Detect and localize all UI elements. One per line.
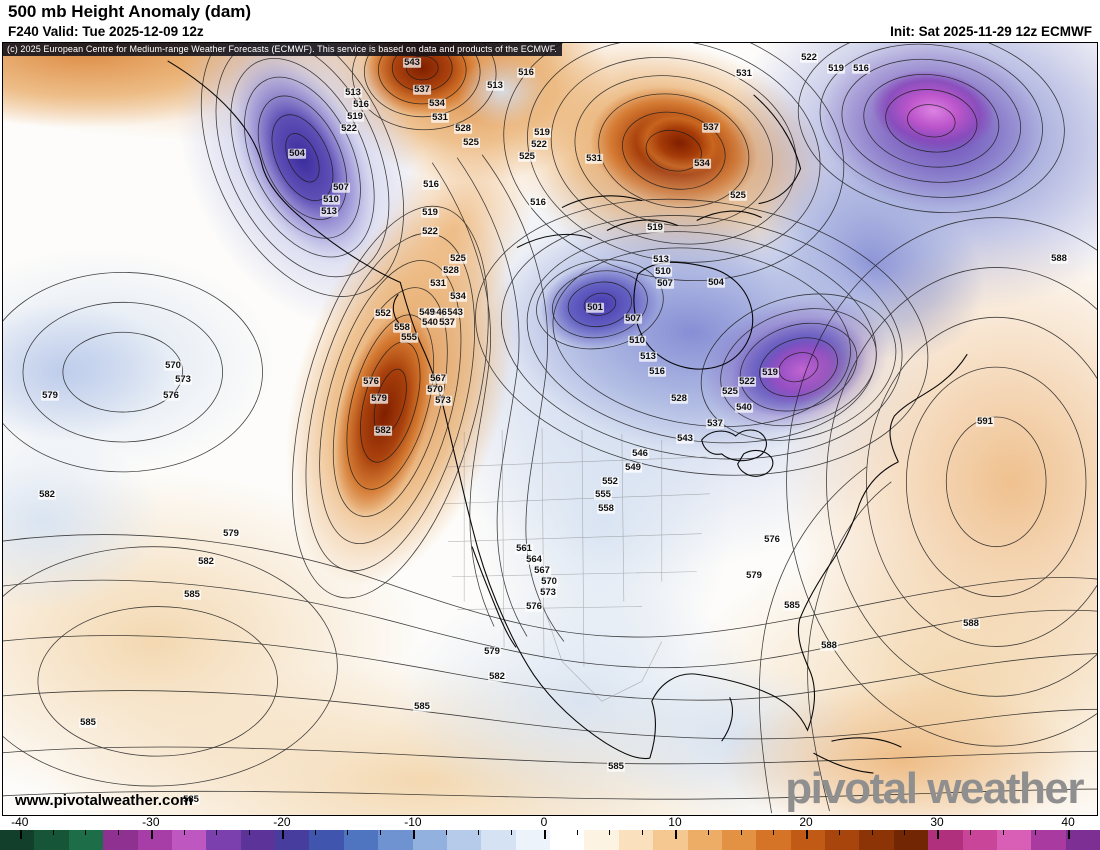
colorbar-segment xyxy=(756,830,791,850)
colorbar-tick-mark xyxy=(740,830,742,835)
anomaly-map: (c) 2025 European Centre for Medium-rang… xyxy=(2,42,1098,816)
colorbar-segment xyxy=(171,830,207,850)
colorbar-segment xyxy=(893,830,929,850)
colorbar: -40 -30 -20 -10 0 10 20 30 40 xyxy=(0,815,1100,850)
colorbar-tick-labels: -40 -30 -20 -10 0 10 20 30 40 xyxy=(0,815,1100,830)
colorbar-tick-mark xyxy=(1035,830,1037,835)
anomaly-map-canvas xyxy=(3,43,1097,815)
header-subrow: F240 Valid: Tue 2025-12-09 12z Init: Sat… xyxy=(8,24,1092,39)
height-contour-lines xyxy=(3,43,1097,814)
colorbar-tick-mark xyxy=(609,830,611,835)
colorbar-tick-mark xyxy=(511,830,513,835)
state-borders xyxy=(444,428,710,702)
colorbar-gradient xyxy=(0,830,1100,850)
colorbar-tick-mark xyxy=(1068,830,1071,839)
anomaly-shading xyxy=(3,43,1097,815)
colorbar-tick-mark xyxy=(118,830,120,835)
page-title: 500 mb Height Anomaly (dam) xyxy=(8,2,252,21)
colorbar-tick-mark xyxy=(85,830,87,835)
colorbar-tick-label: -20 xyxy=(273,815,291,829)
colorbar-segment xyxy=(962,830,997,850)
colorbar-segment xyxy=(515,830,550,850)
colorbar-tick-mark xyxy=(969,830,971,835)
colorbar-tick-label: -10 xyxy=(404,815,422,829)
copyright-notice: (c) 2025 European Centre for Medium-rang… xyxy=(3,43,562,56)
colorbar-segment xyxy=(1065,830,1100,850)
colorbar-tick-mark xyxy=(380,830,382,835)
colorbar-tick-mark xyxy=(576,830,578,835)
colorbar-tick-mark xyxy=(314,830,316,835)
colorbar-segment xyxy=(206,830,241,850)
colorbar-segment xyxy=(34,830,69,850)
colorbar-segment xyxy=(584,830,619,850)
colorbar-segment xyxy=(309,830,344,850)
colorbar-segment xyxy=(928,830,963,850)
colorbar-segment xyxy=(343,830,379,850)
colorbar-tick-mark xyxy=(281,830,284,839)
colorbar-segment xyxy=(653,830,688,850)
colorbar-tick-mark xyxy=(19,830,22,839)
colorbar-tick-mark xyxy=(674,830,677,839)
colorbar-segment xyxy=(412,830,447,850)
colorbar-tick-mark xyxy=(216,830,218,835)
watermark-url: www.pivotalweather.com xyxy=(15,792,193,809)
colorbar-tick-mark xyxy=(183,830,185,835)
colorbar-segment xyxy=(0,830,35,850)
colorbar-tick-mark xyxy=(347,830,349,835)
colorbar-segment xyxy=(859,830,894,850)
colorbar-tick-mark xyxy=(543,830,546,839)
colorbar-segment xyxy=(137,830,172,850)
colorbar-tick-label: 30 xyxy=(930,815,944,829)
colorbar-segment xyxy=(481,830,516,850)
colorbar-segment xyxy=(1031,830,1066,850)
colorbar-tick-mark xyxy=(707,830,709,835)
colorbar-tick-mark xyxy=(773,830,775,835)
init-time-label: Init: Sat 2025-11-29 12z ECMWF xyxy=(890,24,1092,39)
colorbar-tick-mark xyxy=(412,830,415,839)
valid-time-label: F240 Valid: Tue 2025-12-09 12z xyxy=(8,24,204,39)
colorbar-tick-label: 40 xyxy=(1061,815,1075,829)
colorbar-tick-mark xyxy=(478,830,480,835)
colorbar-tick-mark xyxy=(937,830,940,839)
colorbar-segment xyxy=(378,830,413,850)
colorbar-segment xyxy=(275,830,310,850)
colorbar-segment xyxy=(721,830,757,850)
colorbar-tick-mark xyxy=(904,830,906,835)
colorbar-segment xyxy=(550,830,585,850)
colorbar-tick-mark xyxy=(838,830,840,835)
colorbar-tick-mark xyxy=(52,830,54,835)
pivotal-weather-logo: pivotal weather xyxy=(785,764,1084,813)
colorbar-tick-mark xyxy=(806,830,809,839)
colorbar-tick-mark xyxy=(642,830,644,835)
colorbar-segment xyxy=(825,830,860,850)
colorbar-tick-label: 10 xyxy=(668,815,682,829)
colorbar-segment xyxy=(790,830,825,850)
colorbar-segment xyxy=(240,830,275,850)
colorbar-tick-mark xyxy=(1002,830,1004,835)
colorbar-tick-mark xyxy=(249,830,251,835)
colorbar-tick-label: -40 xyxy=(11,815,29,829)
colorbar-tick-label: 20 xyxy=(799,815,813,829)
colorbar-segment xyxy=(996,830,1032,850)
colorbar-segment xyxy=(68,830,104,850)
colorbar-tick-mark xyxy=(150,830,153,839)
colorbar-segment xyxy=(446,830,482,850)
colorbar-segment xyxy=(687,830,722,850)
colorbar-tick-mark xyxy=(871,830,873,835)
colorbar-segment xyxy=(618,830,654,850)
colorbar-tick-label: -30 xyxy=(142,815,160,829)
colorbar-segment xyxy=(103,830,138,850)
colorbar-tick-mark xyxy=(445,830,447,835)
colorbar-tick-label: 0 xyxy=(540,815,548,829)
